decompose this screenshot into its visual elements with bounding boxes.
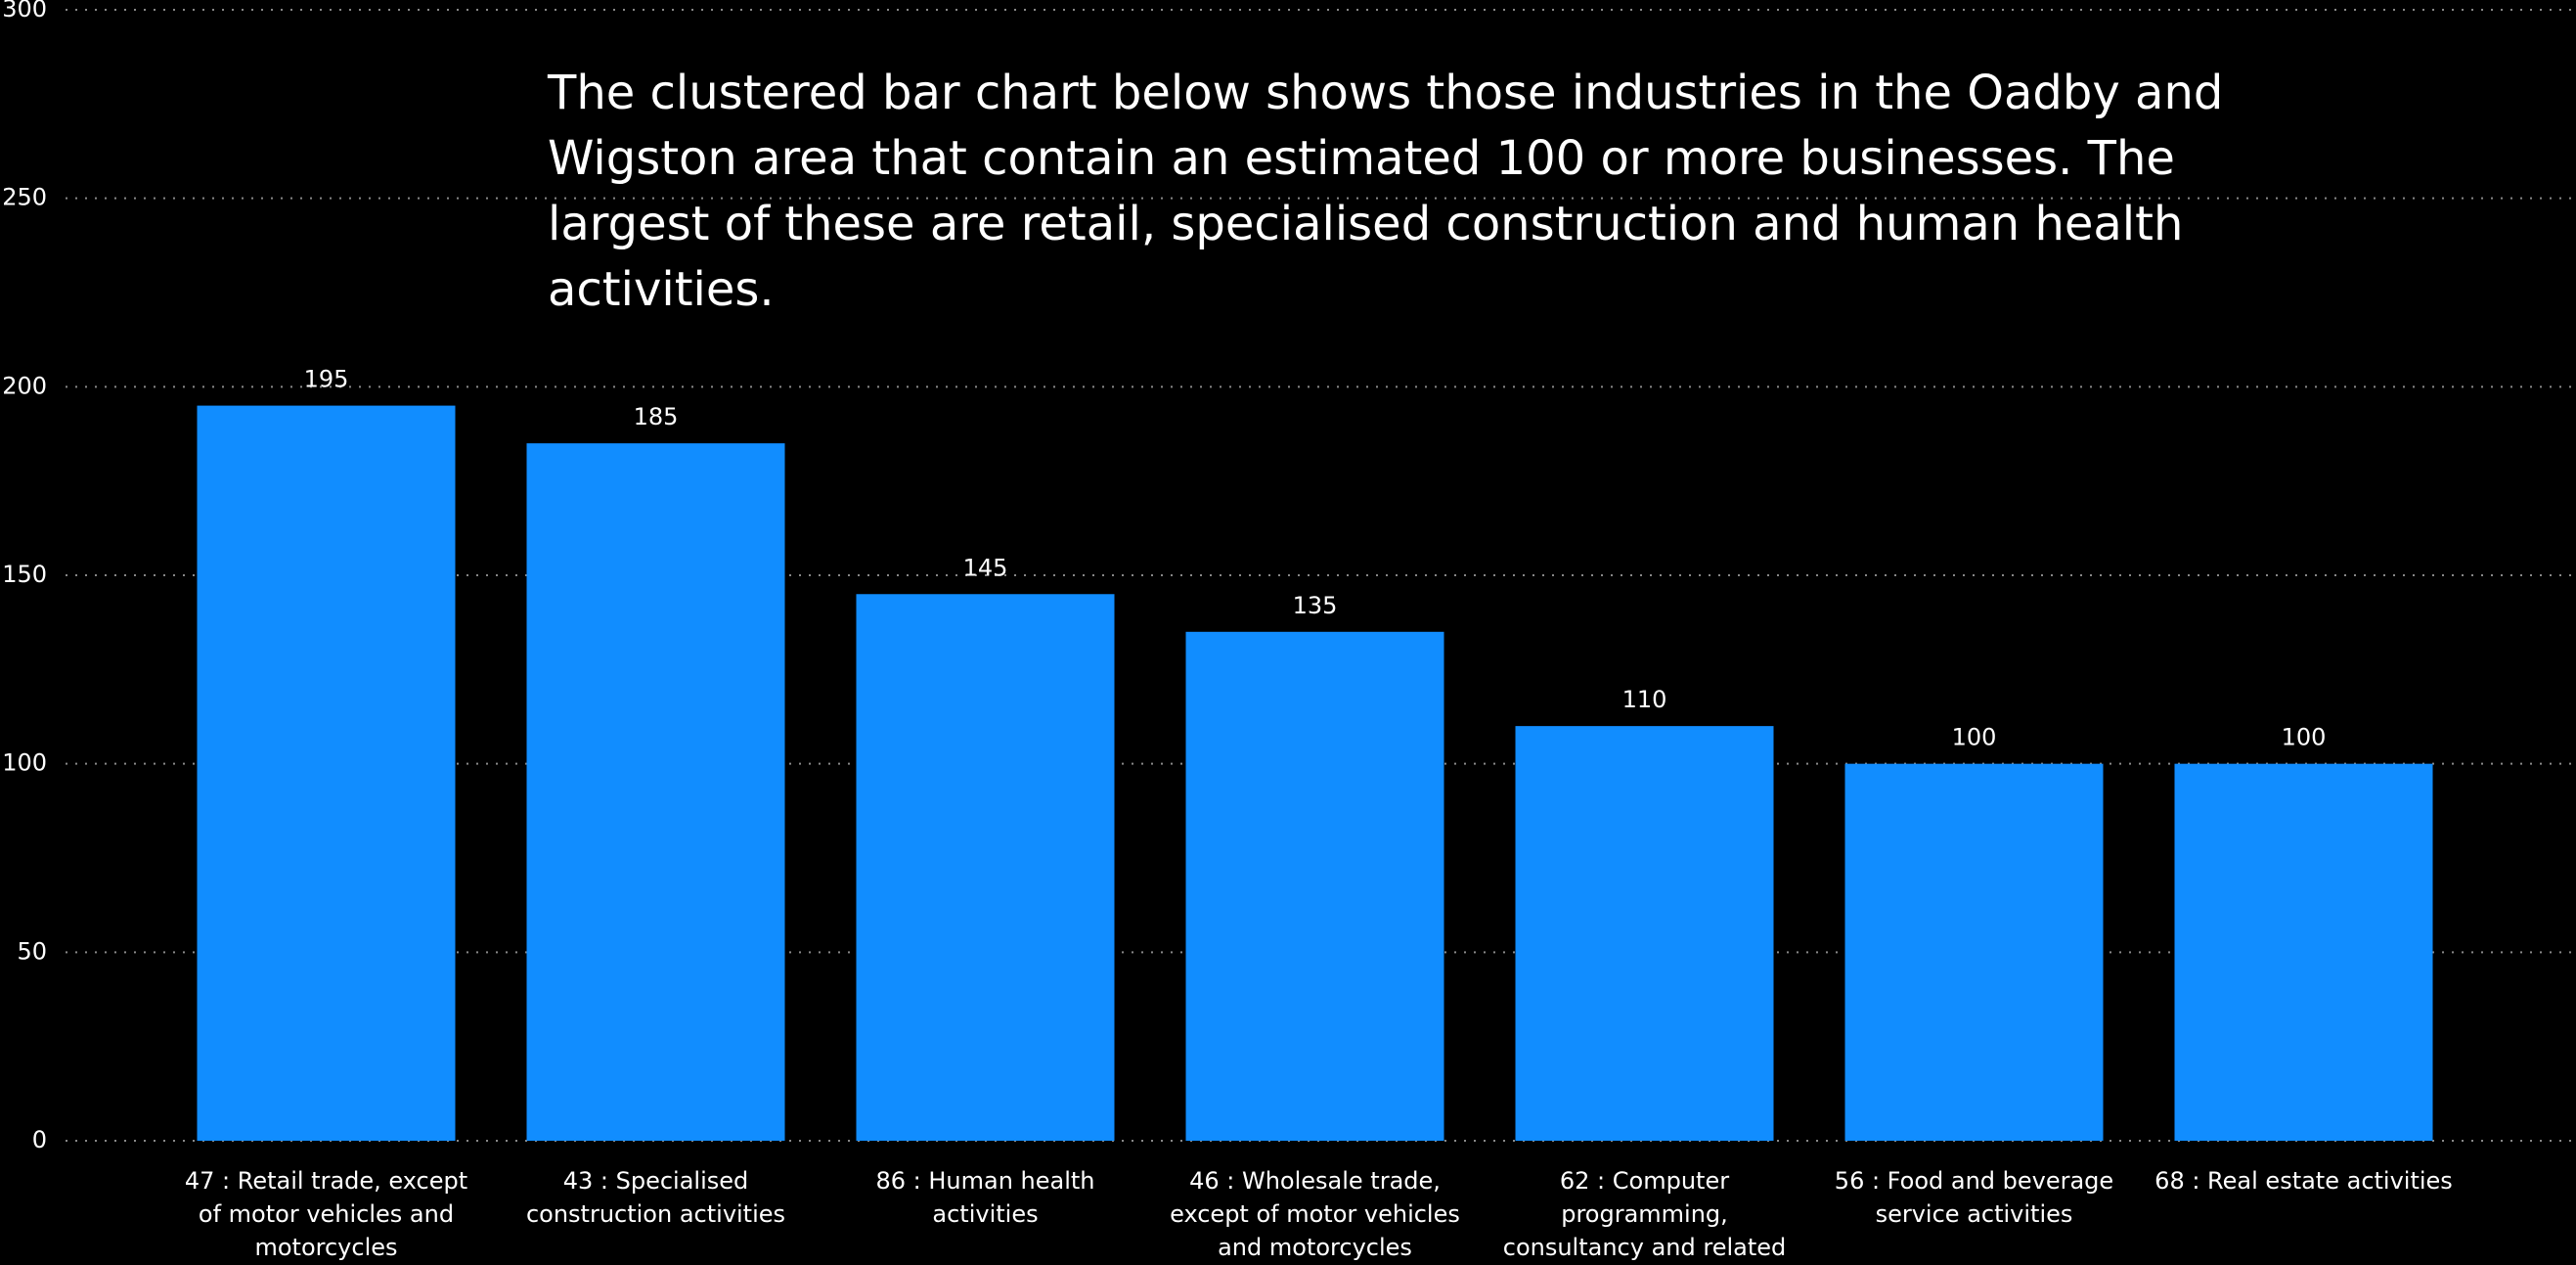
value-label: 135 [1293, 592, 1338, 619]
x-tick-label: 46 : Wholesale trade, except of motor ve… [1170, 1167, 1460, 1261]
x-tick-label: 56 : Food and beverage service activitie… [1834, 1167, 2114, 1228]
y-tick-label: 50 [17, 937, 47, 965]
value-label: 110 [1622, 686, 1667, 713]
x-tick-label: 43 : Specialised construction activities [525, 1167, 786, 1228]
annotation: The clustered bar chart below shows thos… [548, 66, 2224, 317]
x-tick-label: 62 : Computer programming, consultancy a… [1502, 1167, 1787, 1261]
value-label: 100 [2282, 724, 2327, 751]
y-tick-label: 150 [2, 561, 47, 588]
bar [526, 443, 785, 1142]
bar [197, 405, 456, 1142]
bar [1185, 631, 1444, 1141]
x-tick-label: 47 : Retail trade, except of motor vehic… [184, 1167, 468, 1261]
value-label: 100 [1952, 724, 1997, 751]
bar [856, 594, 1115, 1141]
y-tick-label: 0 [32, 1126, 47, 1153]
y-tick-label: 200 [2, 372, 47, 399]
x-tick-label: 68 : Real estate activities [2154, 1167, 2453, 1195]
y-tick-label: 250 [2, 184, 47, 211]
y-tick-label: 300 [2, 0, 47, 23]
y-tick-label: 100 [2, 749, 47, 777]
bar [1515, 726, 1774, 1141]
x-tick-label: 86 : Human health activities [875, 1167, 1095, 1228]
bar [1844, 763, 2104, 1141]
bar [2174, 763, 2433, 1141]
value-label: 195 [304, 366, 349, 393]
value-label: 185 [634, 403, 679, 430]
value-label: 145 [963, 554, 1008, 581]
